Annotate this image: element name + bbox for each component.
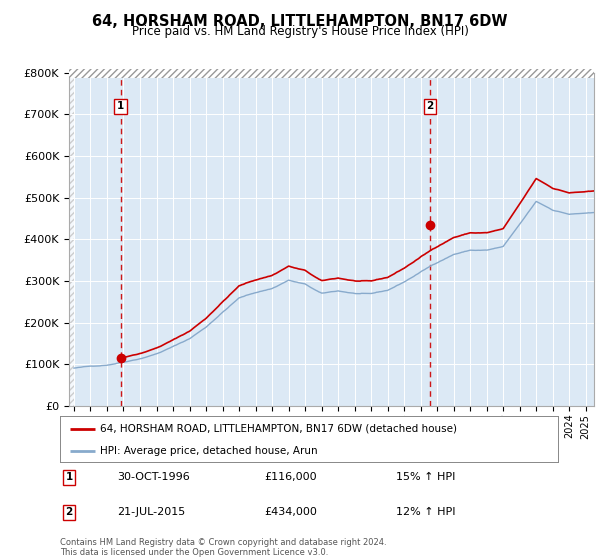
Text: 64, HORSHAM ROAD, LITTLEHAMPTON, BN17 6DW (detached house): 64, HORSHAM ROAD, LITTLEHAMPTON, BN17 6D… xyxy=(100,424,457,434)
Text: 21-JUL-2015: 21-JUL-2015 xyxy=(117,507,185,517)
Text: 1: 1 xyxy=(117,101,124,111)
Text: 12% ↑ HPI: 12% ↑ HPI xyxy=(396,507,455,517)
Text: Contains HM Land Registry data © Crown copyright and database right 2024.
This d: Contains HM Land Registry data © Crown c… xyxy=(60,538,386,557)
Text: 30-OCT-1996: 30-OCT-1996 xyxy=(117,472,190,482)
Text: Price paid vs. HM Land Registry's House Price Index (HPI): Price paid vs. HM Land Registry's House … xyxy=(131,25,469,38)
Text: 64, HORSHAM ROAD, LITTLEHAMPTON, BN17 6DW: 64, HORSHAM ROAD, LITTLEHAMPTON, BN17 6D… xyxy=(92,14,508,29)
Text: 15% ↑ HPI: 15% ↑ HPI xyxy=(396,472,455,482)
Text: £116,000: £116,000 xyxy=(264,472,317,482)
Bar xyxy=(69,73,74,406)
Text: 2: 2 xyxy=(427,101,434,111)
Bar xyxy=(69,69,594,78)
Text: £434,000: £434,000 xyxy=(264,507,317,517)
Text: 2: 2 xyxy=(65,507,73,517)
Text: 1: 1 xyxy=(65,472,73,482)
Text: HPI: Average price, detached house, Arun: HPI: Average price, detached house, Arun xyxy=(100,446,317,455)
